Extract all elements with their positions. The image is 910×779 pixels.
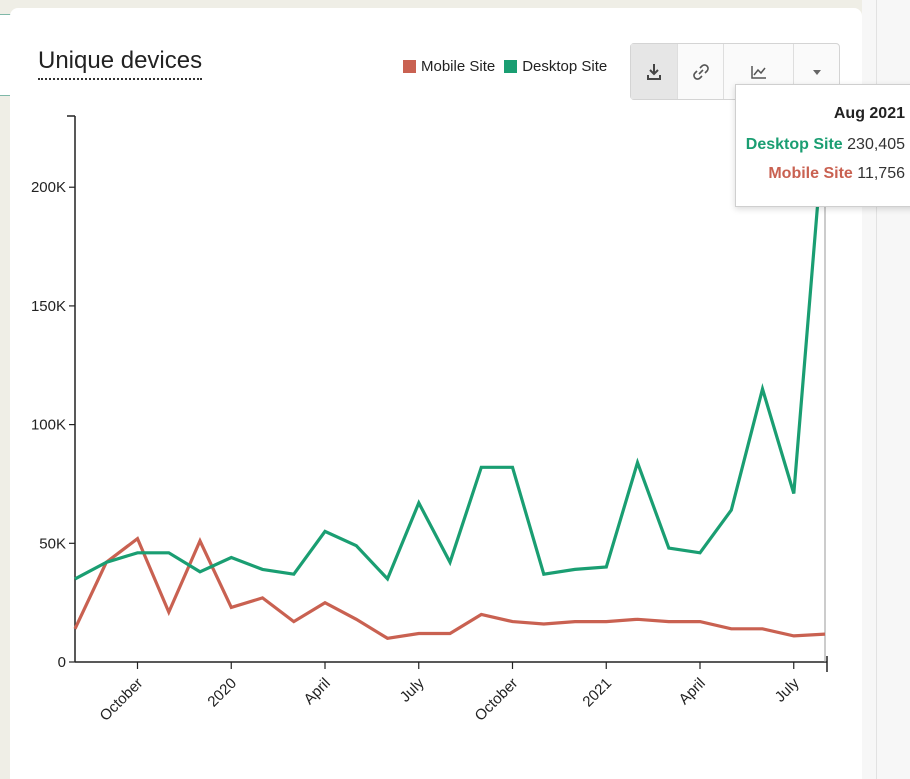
download-icon [647, 63, 661, 80]
legend-swatch-desktop [504, 60, 518, 73]
x-tick-label: 2020 [204, 675, 240, 711]
tooltip-mobile-label: Mobile Site [768, 165, 853, 182]
y-tick-label: 50K [39, 535, 66, 552]
tooltip-mobile-row: Mobile Site 11,756 [768, 165, 905, 183]
legend-item-mobile[interactable]: Mobile Site [403, 58, 495, 75]
chart-type-icon [750, 65, 766, 79]
x-tick-label: July [397, 674, 428, 705]
chart-title[interactable]: Unique devices [38, 46, 203, 80]
legend-label-mobile: Mobile Site [421, 58, 496, 75]
legend: Mobile Site Desktop Site [403, 58, 616, 75]
options-dropdown-button[interactable] [794, 44, 839, 99]
x-tick-label: July [772, 674, 803, 705]
x-tick-label: October [97, 675, 147, 725]
x-tick-label: October [472, 675, 522, 725]
series-line-mobile-site [73, 536, 826, 640]
tooltip-desktop-row: Desktop Site 230,405 [746, 136, 905, 154]
y-tick-label: 0 [58, 654, 66, 671]
link-button[interactable] [678, 44, 724, 99]
legend-label-desktop: Desktop Site [522, 58, 608, 75]
tooltip-desktop-value: 230,405 [847, 136, 905, 153]
chart-type-button[interactable] [724, 44, 794, 99]
tooltip-desktop-label: Desktop Site [745, 136, 843, 153]
tooltip-date: Aug 2021 [833, 105, 905, 122]
y-tick-label: 100K [31, 417, 66, 434]
legend-item-desktop[interactable]: Desktop Site [504, 58, 607, 75]
y-tick-label: 200K [31, 179, 66, 196]
caret-down-icon [812, 69, 821, 75]
tooltip-mobile-value: 11,756 [857, 165, 905, 182]
hover-tooltip: Aug 2021 Desktop Site 230,405 Mobile Sit… [735, 84, 910, 207]
legend-swatch-mobile [403, 60, 416, 73]
link-icon [692, 63, 709, 80]
x-tick-label: April [676, 675, 709, 708]
y-tick-label: 150K [31, 298, 66, 315]
x-tick-label: April [301, 675, 334, 708]
download-button[interactable] [631, 44, 678, 99]
x-tick-label: 2021 [579, 675, 615, 711]
chart-card [10, 8, 862, 779]
panel-divider [876, 0, 877, 779]
series-line-desktop-site [74, 114, 827, 582]
